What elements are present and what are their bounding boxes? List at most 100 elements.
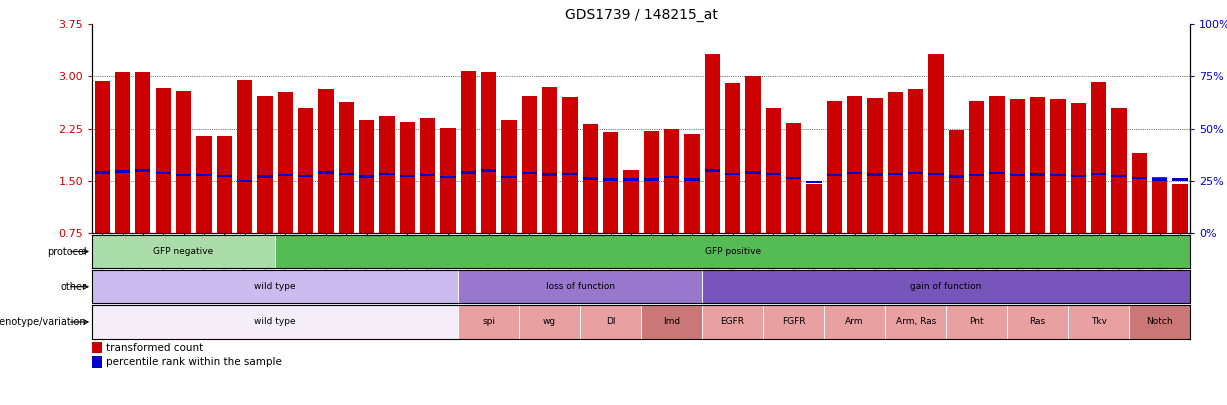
Bar bbox=[929, 53, 944, 233]
Bar bbox=[1050, 174, 1065, 177]
Bar bbox=[787, 123, 801, 233]
Bar bbox=[277, 174, 293, 177]
Bar bbox=[989, 172, 1005, 174]
Bar bbox=[1172, 178, 1188, 181]
Bar bbox=[156, 172, 171, 174]
Bar bbox=[583, 124, 598, 233]
Bar bbox=[787, 177, 801, 179]
Bar bbox=[580, 305, 640, 339]
Bar bbox=[644, 178, 659, 181]
Bar bbox=[318, 89, 334, 233]
Bar bbox=[92, 356, 102, 368]
Bar bbox=[521, 172, 537, 174]
Bar bbox=[885, 305, 946, 339]
Text: Arm: Arm bbox=[845, 318, 864, 326]
Bar bbox=[946, 305, 1007, 339]
Bar bbox=[519, 305, 580, 339]
Bar bbox=[275, 235, 1190, 268]
Bar bbox=[115, 171, 130, 173]
Bar bbox=[969, 101, 984, 233]
Bar bbox=[825, 305, 885, 339]
Bar bbox=[440, 128, 455, 233]
Bar bbox=[989, 96, 1005, 233]
Text: Imd: Imd bbox=[663, 318, 680, 326]
Bar bbox=[440, 176, 455, 179]
Text: transformed count: transformed count bbox=[106, 343, 202, 353]
Text: GFP positive: GFP positive bbox=[704, 247, 761, 256]
Text: protocol: protocol bbox=[47, 247, 87, 256]
Bar bbox=[685, 134, 699, 233]
Bar bbox=[1010, 174, 1025, 177]
Bar bbox=[92, 270, 458, 303]
Bar bbox=[704, 54, 720, 233]
Bar bbox=[602, 132, 618, 233]
Bar bbox=[887, 173, 903, 175]
Bar bbox=[583, 177, 598, 180]
Bar bbox=[562, 97, 578, 233]
Bar bbox=[847, 96, 863, 233]
Bar bbox=[115, 72, 130, 233]
Bar bbox=[135, 72, 151, 233]
Bar bbox=[766, 173, 780, 175]
Bar bbox=[217, 175, 232, 177]
Bar bbox=[481, 169, 496, 172]
Bar bbox=[175, 174, 191, 177]
Bar bbox=[1112, 108, 1126, 233]
Bar bbox=[196, 136, 211, 233]
Bar bbox=[460, 171, 476, 174]
Bar bbox=[640, 305, 702, 339]
Bar bbox=[298, 108, 313, 233]
Bar bbox=[420, 174, 436, 177]
Bar bbox=[400, 175, 415, 177]
Bar bbox=[704, 169, 720, 172]
Bar bbox=[1091, 173, 1107, 175]
Bar bbox=[562, 173, 578, 175]
Bar bbox=[806, 181, 822, 183]
Bar bbox=[887, 92, 903, 233]
Bar bbox=[360, 119, 374, 233]
Bar bbox=[502, 119, 517, 233]
Text: Ras: Ras bbox=[1029, 318, 1045, 326]
Bar bbox=[1050, 99, 1065, 233]
Bar bbox=[481, 72, 496, 233]
Bar bbox=[458, 270, 702, 303]
Bar bbox=[725, 173, 740, 175]
Text: Tkv: Tkv bbox=[1091, 318, 1107, 326]
Bar bbox=[867, 173, 882, 176]
Bar bbox=[237, 179, 253, 182]
Bar bbox=[420, 118, 436, 233]
Text: loss of function: loss of function bbox=[546, 282, 615, 291]
Text: wild type: wild type bbox=[254, 282, 296, 291]
Bar bbox=[258, 96, 272, 233]
Bar bbox=[929, 173, 944, 175]
Text: genotype/variation: genotype/variation bbox=[0, 317, 87, 327]
Bar bbox=[502, 176, 517, 179]
Bar bbox=[379, 173, 395, 175]
Bar bbox=[745, 171, 761, 174]
Bar bbox=[258, 175, 272, 178]
Bar bbox=[360, 175, 374, 178]
Text: other: other bbox=[60, 282, 87, 292]
Title: GDS1739 / 148215_at: GDS1739 / 148215_at bbox=[564, 8, 718, 22]
Text: Pnt: Pnt bbox=[969, 318, 984, 326]
Bar bbox=[1029, 173, 1045, 176]
Bar bbox=[94, 171, 110, 174]
Bar bbox=[827, 101, 842, 233]
Text: Dl: Dl bbox=[606, 318, 616, 326]
Bar bbox=[664, 129, 680, 233]
Bar bbox=[969, 174, 984, 177]
Bar bbox=[763, 305, 825, 339]
Bar bbox=[664, 176, 680, 179]
Bar bbox=[92, 235, 275, 268]
Bar bbox=[867, 98, 882, 233]
Bar bbox=[827, 174, 842, 177]
Text: FGFR: FGFR bbox=[782, 318, 805, 326]
Bar bbox=[1152, 178, 1167, 181]
Bar bbox=[1131, 153, 1147, 233]
Bar bbox=[745, 77, 761, 233]
Bar bbox=[318, 171, 334, 174]
Bar bbox=[460, 71, 476, 233]
Text: Arm, Ras: Arm, Ras bbox=[896, 318, 936, 326]
Bar bbox=[847, 172, 863, 174]
Bar bbox=[175, 91, 191, 233]
